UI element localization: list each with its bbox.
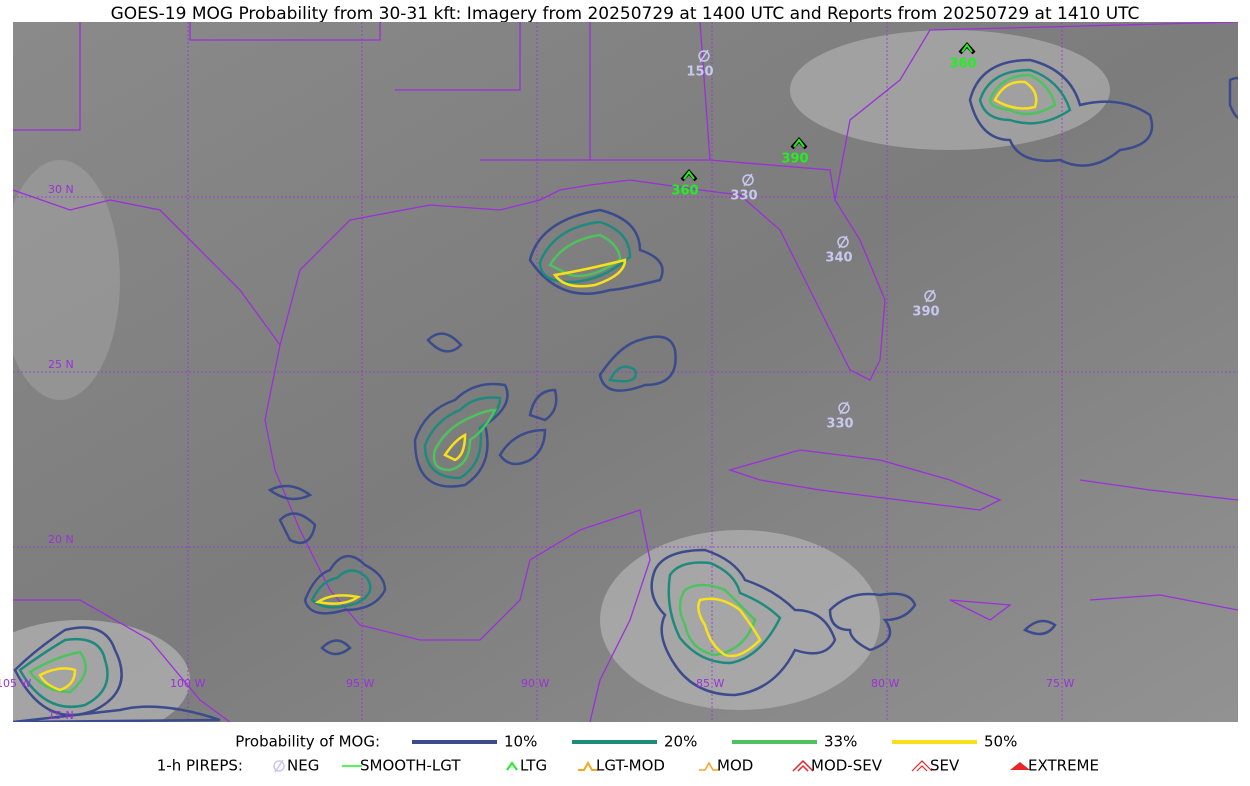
report-altitude: 330 (826, 417, 853, 432)
legend-item: SEV (911, 757, 960, 775)
symbol (792, 759, 814, 772)
legend-label: EXTREME (1028, 757, 1099, 775)
report-altitude: 330 (730, 189, 757, 204)
geo-labels: 30 N 25 N 20 N 15 N 105 W 100 W 95 W 90 … (0, 183, 1074, 722)
report-altitude: 340 (825, 251, 852, 266)
lon-label: 80 W (871, 677, 899, 690)
symbol (911, 760, 933, 772)
lon-label: 90 W (521, 677, 549, 690)
pirep-report: 150 (686, 49, 714, 80)
lat-label: 30 N (48, 183, 74, 196)
legend-label: 33% (824, 733, 857, 751)
lon-label: 75 W (1046, 677, 1074, 690)
legend-label: 20% (664, 733, 697, 751)
legend-label: NEG (287, 757, 319, 775)
title: GOES-19 MOG Probability from 30-31 kft: … (111, 4, 1140, 24)
legend-item: LTG (506, 757, 547, 775)
report-altitude: 390 (781, 152, 808, 167)
grid (13, 22, 1238, 722)
legend-title: 1-h PIREPS: (157, 757, 243, 775)
legend-label: 10% (504, 733, 537, 751)
probability-legend: 10% 20% 33% 50% (412, 733, 1017, 751)
symbol (578, 760, 598, 771)
legend-label: SMOOTH-LGT (360, 757, 461, 775)
legend-item: SMOOTH-LGT (342, 757, 461, 775)
legend-label: LTG (520, 757, 547, 775)
symbol (837, 236, 849, 248)
symbol (961, 43, 973, 53)
symbol (699, 761, 719, 771)
map: 30 N 25 N 20 N 15 N 105 W 100 W 95 W 90 … (0, 22, 1238, 722)
coastlines (13, 22, 1238, 722)
pirep-reports: 150 360 390 330 340 390 330 360 (671, 41, 977, 432)
symbol (273, 760, 285, 772)
symbol (1010, 762, 1030, 770)
lon-label: 95 W (346, 677, 374, 690)
symbol (274, 759, 284, 773)
symbol (742, 174, 754, 186)
report-altitude: 150 (686, 65, 713, 80)
symbol (924, 290, 936, 302)
legend-item: EXTREME (1010, 757, 1099, 775)
lat-label: 15 N (48, 709, 74, 722)
pirep-report: 360 (671, 168, 699, 199)
legend-label: 50% (984, 733, 1017, 751)
legend-title: Probability of MOG: (235, 733, 380, 751)
lon-label: 105 W (0, 677, 31, 690)
report-altitude: 390 (912, 305, 939, 320)
legend-item: LGT-MOD (578, 757, 665, 775)
symbol (793, 138, 805, 148)
symbol (838, 235, 848, 249)
symbol (838, 402, 850, 414)
legend: Probability of MOG: 10% 20% 33% 50% 1-h PIR… (157, 733, 1099, 775)
symbol (506, 761, 518, 771)
pirep-legend: NEG SMOOTH-LGT LTG LGT-MOD MOD MOD-SEV SEV EXTR… (273, 757, 1099, 775)
lat-label: 20 N (48, 533, 74, 546)
report-altitude: 360 (671, 184, 698, 199)
legend-label: MOD-SEV (811, 757, 883, 775)
symbol (925, 289, 935, 303)
symbol (683, 170, 695, 180)
symbol (698, 50, 710, 62)
pirep-report: 340 (825, 235, 853, 266)
legend-label: SEV (930, 757, 960, 775)
lon-label: 85 W (696, 677, 724, 690)
symbol (743, 173, 753, 187)
symbol (699, 49, 709, 63)
pirep-report: 330 (826, 401, 854, 432)
mog-contours (13, 58, 1238, 722)
symbol (839, 401, 849, 415)
legend-label: LGT-MOD (596, 757, 665, 775)
legend-item: NEG (273, 757, 319, 775)
legend-item: MOD-SEV (792, 757, 883, 775)
lon-label: 100 W (170, 677, 205, 690)
pirep-report: 390 (912, 289, 940, 320)
lat-label: 25 N (48, 358, 74, 371)
legend-item: MOD (699, 757, 753, 775)
pirep-report: 330 (730, 173, 758, 204)
pirep-report: 360 (949, 41, 977, 72)
legend-label: MOD (717, 757, 753, 775)
report-altitude: 360 (949, 57, 976, 72)
pirep-report: 390 (781, 136, 809, 167)
